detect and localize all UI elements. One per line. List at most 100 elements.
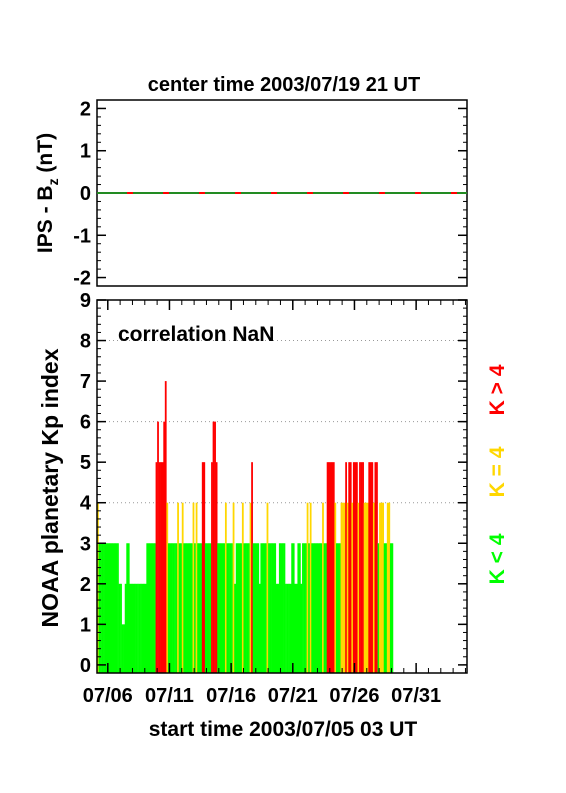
- kp-y-ticks: 0 1 2 3 4 5 6 7 8 9: [80, 290, 467, 677]
- kp-bar: [177, 502, 179, 673]
- kp-bar: [309, 502, 312, 673]
- kp-bar: [360, 462, 363, 673]
- kp-bar: [203, 462, 206, 673]
- kp-bar: [201, 462, 204, 673]
- kp-bar: [106, 543, 109, 673]
- bz-y-tick-label: 0: [80, 183, 91, 205]
- kp-bar: [204, 543, 207, 673]
- kp-bar: [112, 543, 115, 673]
- kp-bar: [246, 543, 249, 673]
- kp-bar: [359, 462, 361, 673]
- kp-bar: [260, 543, 263, 673]
- kp-bar: [323, 543, 326, 673]
- kp-bar: [374, 462, 377, 673]
- kp-bar: [263, 543, 266, 673]
- kp-bar: [152, 543, 155, 673]
- kp-bar: [231, 543, 233, 673]
- kp-y-tick-label: 6: [80, 412, 91, 434]
- kp-bar: [241, 502, 244, 673]
- kp-bar: [329, 462, 332, 673]
- bz-y-tick-label: -2: [73, 268, 91, 290]
- kp-bar: [382, 502, 384, 673]
- kp-bar: [371, 462, 374, 673]
- kp-bars: [97, 381, 394, 673]
- kp-bar: [113, 543, 116, 673]
- kp-bar: [135, 583, 138, 673]
- kp-bar: [366, 502, 369, 673]
- kp-y-tick-label: 1: [80, 614, 91, 636]
- kp-bar: [308, 543, 310, 673]
- kp-bar: [141, 583, 144, 673]
- kp-bar: [238, 543, 241, 673]
- kp-bar: [146, 543, 149, 673]
- kp-bar: [269, 543, 272, 673]
- kp-bar: [184, 543, 187, 673]
- kp-bar: [328, 462, 331, 673]
- kp-bar: [110, 543, 113, 673]
- kp-bar: [372, 502, 375, 673]
- kp-bar: [166, 502, 169, 673]
- kp-bar: [192, 502, 195, 673]
- kp-bar: [354, 462, 357, 673]
- kp-bar: [275, 583, 278, 673]
- kp-bar: [218, 543, 221, 673]
- kp-x-tick-label: 07/16: [206, 685, 256, 707]
- kp-correlation-annotation: correlation NaN: [118, 323, 274, 346]
- kp-bar: [288, 583, 290, 673]
- kp-bar: [127, 543, 130, 673]
- kp-bar: [104, 543, 107, 673]
- kp-bar: [268, 543, 270, 673]
- kp-bar: [180, 543, 183, 673]
- kp-bar: [154, 543, 156, 673]
- kp-bar: [137, 583, 139, 673]
- kp-bar: [280, 543, 283, 673]
- kp-bar: [388, 502, 391, 673]
- kp-bar: [140, 583, 142, 673]
- kp-bar: [257, 543, 260, 673]
- kp-bar: [265, 543, 267, 673]
- kp-bar: [134, 583, 136, 673]
- kp-bar: [147, 543, 150, 673]
- kp-bar: [215, 462, 218, 673]
- kp-bar: [109, 543, 112, 673]
- kp-bar: [285, 583, 287, 673]
- kp-bar: [198, 543, 201, 673]
- kp-bar: [362, 462, 364, 673]
- kp-y-tick-label: 7: [80, 371, 91, 393]
- kp-bar: [258, 583, 261, 673]
- kp-bar: [164, 381, 167, 673]
- kp-bar: [174, 543, 176, 673]
- kp-bar: [155, 462, 158, 673]
- kp-bar: [356, 462, 358, 673]
- kp-bar: [191, 543, 193, 673]
- kp-bar: [240, 543, 243, 673]
- kp-bar: [138, 583, 141, 673]
- kp-bar: [363, 502, 366, 673]
- kp-bar: [340, 502, 343, 673]
- kp-bar: [368, 462, 371, 673]
- kp-bar: [320, 543, 323, 673]
- kp-bar: [351, 502, 354, 673]
- bz-y-label-sub: z: [45, 178, 61, 185]
- kp-y-tick-label: 0: [80, 655, 91, 677]
- kp-bar: [167, 543, 170, 673]
- kp-bar: [261, 543, 264, 673]
- kp-bar: [295, 583, 298, 673]
- kp-bar: [271, 543, 273, 673]
- kp-bar: [251, 462, 253, 673]
- kp-y-tick-label: 5: [80, 452, 91, 474]
- kp-bar: [312, 543, 315, 673]
- kp-bar: [337, 543, 340, 673]
- bz-y-ticks: -2 -1 0 1 2: [73, 98, 467, 290]
- kp-bar: [130, 583, 133, 673]
- kp-legend-label: K = 4: [486, 446, 509, 497]
- kp-bar: [150, 543, 153, 673]
- kp-x-tick-label: 07/21: [268, 685, 318, 707]
- kp-bar: [214, 421, 216, 673]
- kp-bar: [243, 543, 246, 673]
- kp-bar: [305, 543, 307, 673]
- kp-bar: [187, 543, 190, 673]
- kp-bar: [294, 583, 297, 673]
- kp-bar: [228, 543, 230, 673]
